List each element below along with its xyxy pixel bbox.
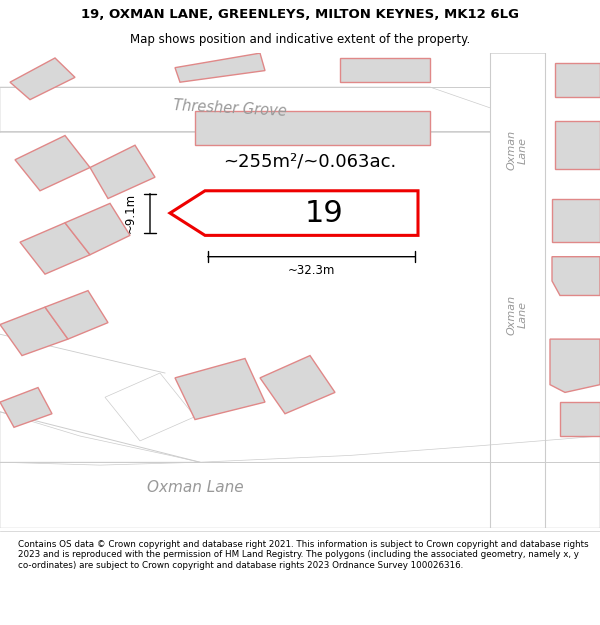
Polygon shape (0, 412, 200, 462)
Polygon shape (45, 291, 108, 339)
Polygon shape (175, 359, 265, 419)
Polygon shape (195, 111, 430, 145)
Polygon shape (90, 145, 155, 199)
Polygon shape (490, 53, 545, 528)
Polygon shape (15, 136, 90, 191)
Polygon shape (0, 87, 500, 132)
Polygon shape (170, 191, 418, 236)
Polygon shape (555, 63, 600, 97)
Text: ~9.1m: ~9.1m (124, 193, 137, 233)
Polygon shape (20, 222, 90, 274)
Text: Oxman
Lane: Oxman Lane (506, 295, 528, 335)
Polygon shape (552, 199, 600, 242)
Polygon shape (340, 58, 430, 82)
Polygon shape (555, 121, 600, 169)
Polygon shape (550, 339, 600, 392)
Text: Oxman
Lane: Oxman Lane (506, 130, 528, 170)
Text: Contains OS data © Crown copyright and database right 2021. This information is : Contains OS data © Crown copyright and d… (18, 540, 589, 569)
Polygon shape (260, 356, 335, 414)
Text: Oxman Lane: Oxman Lane (146, 480, 244, 495)
Polygon shape (10, 58, 75, 99)
Text: 19, OXMAN LANE, GREENLEYS, MILTON KEYNES, MK12 6LG: 19, OXMAN LANE, GREENLEYS, MILTON KEYNES… (81, 8, 519, 21)
Polygon shape (552, 257, 600, 296)
Polygon shape (0, 307, 68, 356)
Text: ~32.3m: ~32.3m (288, 264, 335, 277)
Polygon shape (65, 203, 130, 255)
Text: Thresher Grove: Thresher Grove (173, 98, 287, 119)
Text: 19: 19 (305, 199, 343, 228)
Polygon shape (0, 436, 600, 528)
Polygon shape (105, 373, 195, 441)
Polygon shape (560, 402, 600, 436)
Text: Map shows position and indicative extent of the property.: Map shows position and indicative extent… (130, 33, 470, 46)
Polygon shape (0, 388, 52, 428)
Polygon shape (175, 53, 265, 82)
Text: ~255m²/~0.063ac.: ~255m²/~0.063ac. (223, 152, 397, 171)
